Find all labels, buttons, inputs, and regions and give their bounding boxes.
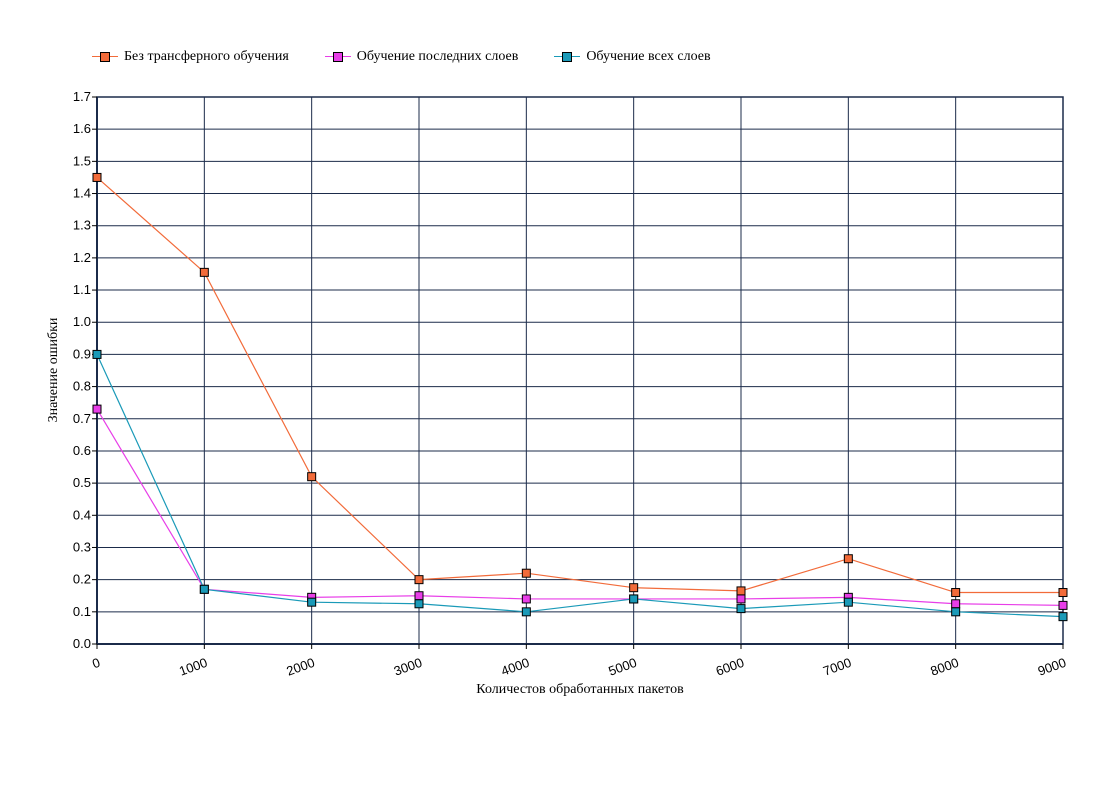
data-point	[843, 554, 853, 564]
legend-item-all-layers: Обучение всех слоев	[554, 49, 711, 65]
y-axis-label: Значение ошибки	[46, 317, 61, 423]
y-tick-label: 1.3	[73, 218, 91, 233]
data-point	[521, 607, 531, 617]
x-tick-label: 0	[90, 655, 102, 672]
y-axis-ticks: 0.0 0.1 0.2 0.3 0.4 0.5 0.6 0.7 0.8 0.9 1.0 1.1 1.2 1…	[73, 89, 97, 651]
x-tick-label: 6000	[714, 655, 746, 679]
y-tick-label: 0.9	[73, 346, 91, 361]
series-0	[92, 172, 1068, 598]
y-tick-label: 0.0	[73, 636, 91, 651]
x-tick-label: 1000	[177, 655, 209, 679]
x-axis-ticks: 0 1000 2000 3000 4000 5000 6000 7000 8000 9000	[90, 644, 1068, 679]
legend: Без трансферного обучения Обучение после…	[92, 47, 747, 67]
data-point	[629, 583, 639, 593]
y-tick-label: 1.2	[73, 250, 91, 265]
y-tick-label: 0.8	[73, 379, 91, 394]
data-point	[629, 594, 639, 604]
data-point	[736, 594, 746, 604]
legend-swatch-all-layers	[554, 50, 581, 64]
legend-swatch-last-layers	[324, 50, 351, 64]
data-point	[1058, 612, 1068, 622]
y-tick-label: 0.4	[73, 507, 91, 522]
legend-item-no-transfer: Без трансферного обучения	[92, 49, 289, 65]
y-tick-label: 1.0	[73, 314, 91, 329]
x-tick-label: 8000	[928, 655, 960, 679]
data-point	[1058, 588, 1068, 598]
x-tick-label: 2000	[284, 655, 316, 679]
data-point	[92, 349, 102, 359]
data-point	[92, 172, 102, 182]
x-axis-label: Количестов обработанных пакетов	[476, 682, 684, 697]
data-point	[199, 267, 209, 277]
data-point	[843, 597, 853, 607]
series-2	[92, 349, 1068, 622]
data-point	[414, 575, 424, 585]
data-point	[307, 597, 317, 607]
data-point	[307, 472, 317, 482]
y-tick-label: 0.5	[73, 475, 91, 490]
series-group	[92, 172, 1068, 622]
data-point	[92, 404, 102, 414]
y-tick-label: 0.3	[73, 539, 91, 554]
x-tick-label: 7000	[821, 655, 853, 679]
legend-label-no-transfer: Без трансферного обучения	[124, 49, 289, 64]
x-tick-label: 3000	[392, 655, 424, 679]
data-point	[736, 586, 746, 596]
y-tick-label: 0.6	[73, 443, 91, 458]
series-1	[92, 404, 1068, 610]
data-point	[414, 591, 424, 601]
y-tick-label: 1.1	[73, 282, 91, 297]
plot-area-border	[96, 96, 1064, 645]
data-point	[951, 588, 961, 598]
legend-label-all-layers: Обучение всех слоев	[586, 49, 711, 64]
x-tick-label: 5000	[606, 655, 638, 679]
data-point	[951, 607, 961, 617]
legend-label-last-layers: Обучение последних слоев	[356, 49, 519, 64]
data-point	[521, 568, 531, 578]
x-tick-label: 9000	[1036, 655, 1068, 679]
y-tick-label: 1.5	[73, 153, 91, 168]
y-tick-label: 1.6	[73, 121, 91, 136]
y-tick-label: 0.1	[73, 604, 91, 619]
y-tick-label: 0.7	[73, 411, 91, 426]
y-tick-label: 1.7	[73, 89, 91, 104]
y-tick-label: 0.2	[73, 572, 91, 587]
data-point	[1058, 600, 1068, 610]
series-line-2	[96, 354, 1064, 618]
series-line-1	[96, 408, 1064, 606]
y-tick-label: 1.4	[73, 186, 91, 201]
data-point	[414, 599, 424, 609]
x-tick-label: 4000	[499, 655, 531, 679]
grid	[96, 96, 1064, 645]
series-line-0	[96, 176, 1063, 594]
data-point	[736, 604, 746, 614]
legend-swatch-no-transfer	[92, 50, 118, 64]
legend-item-last-layers: Обучение последних слоев	[324, 49, 519, 65]
data-point	[521, 594, 531, 604]
data-point	[951, 599, 961, 609]
data-point	[199, 584, 209, 594]
